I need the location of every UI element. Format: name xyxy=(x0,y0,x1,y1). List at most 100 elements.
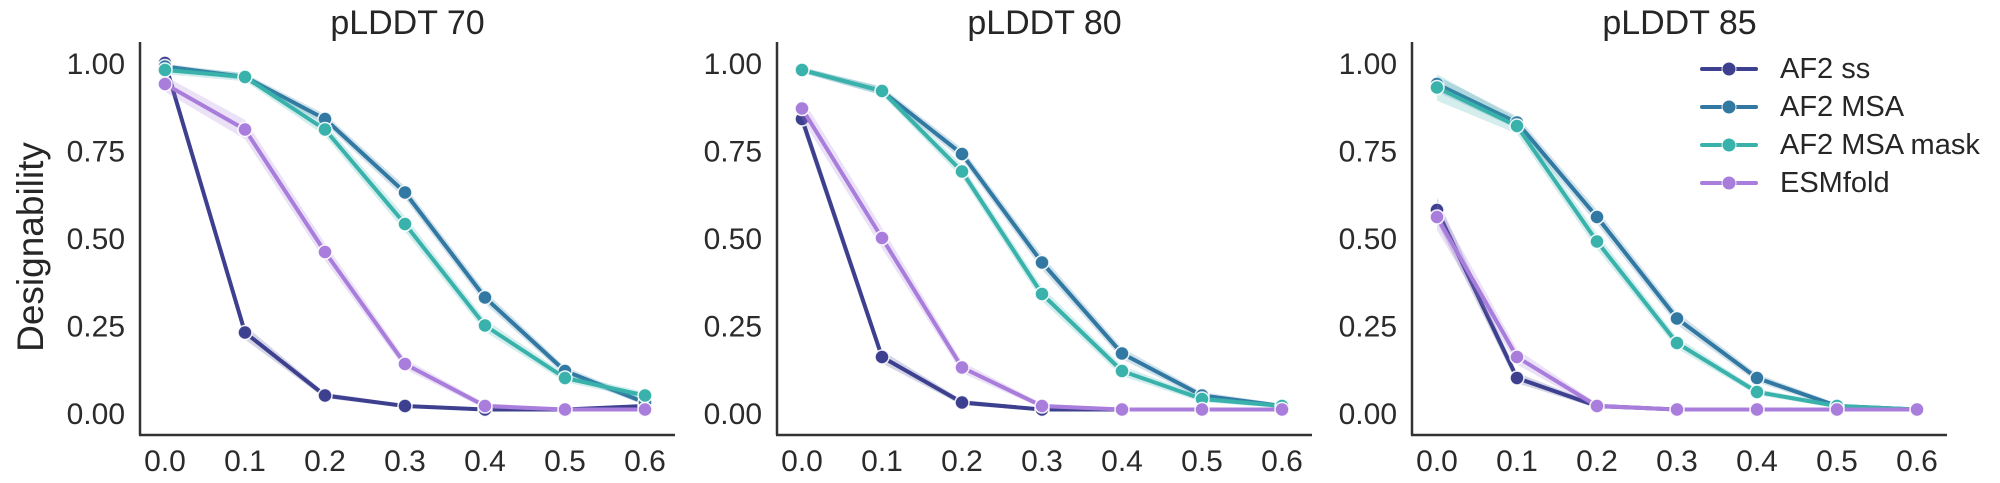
data-point-af2-msa-mask xyxy=(794,62,810,78)
data-point-af2-msa xyxy=(477,289,493,306)
legend-marker-af2-msa-mask xyxy=(1700,138,1758,153)
x-tick-label: 0.1 xyxy=(1496,445,1538,478)
x-tick-label: 0.5 xyxy=(544,445,586,478)
ci-band-esmfold xyxy=(802,98,1282,411)
data-point-af2-msa xyxy=(954,146,970,162)
data-point-af2-msa xyxy=(397,184,413,201)
data-point-af2-msa xyxy=(1669,310,1685,327)
x-tick-label: 0.1 xyxy=(861,445,903,478)
x-tick-label: 0.2 xyxy=(1576,445,1618,478)
series-line-af2-msa xyxy=(800,68,1284,408)
series-line-af2-msa-mask xyxy=(800,68,1284,408)
data-point-af2-msa-mask xyxy=(1509,118,1525,134)
subplot-plddt-80: 0.00 0.25 0.50 0.75 1.00 0.0 0.1 0.2 0.3 0.4 0.5 0.… xyxy=(667,0,1365,483)
y-tick-label: 0.25 xyxy=(67,311,125,344)
data-point-af2-msa-mask xyxy=(1429,79,1445,96)
data-point-af2-msa-mask xyxy=(1114,363,1130,379)
data-point-af2-msa xyxy=(1034,254,1050,271)
data-point-esmfold xyxy=(874,230,890,246)
y-tick-label: 0.50 xyxy=(67,223,125,256)
y-tick-label: 0.25 xyxy=(1339,311,1397,344)
data-point-af2-msa xyxy=(1589,209,1605,225)
data-point-af2-ss xyxy=(874,349,890,365)
data-point-esmfold xyxy=(557,401,573,418)
data-point-esmfold xyxy=(397,356,413,372)
legend-marker-af2-msa xyxy=(1700,100,1758,115)
data-point-af2-msa-mask xyxy=(1589,233,1605,250)
y-tick-label: 0.50 xyxy=(704,223,762,256)
subplot-plddt-85: 0.00 0.25 0.50 0.75 1.00 0.0 0.1 0.2 0.3 0.4 0.5 0.… xyxy=(1302,0,2000,483)
data-point-esmfold xyxy=(1829,401,1845,418)
x-tick-label: 0.0 xyxy=(144,445,186,478)
legend: AF2 ss AF2 MSA AF2 MSA mask ESMfold xyxy=(1700,50,1980,202)
data-point-esmfold xyxy=(1274,401,1290,418)
data-point-esmfold xyxy=(1034,398,1050,414)
ci-band-af2-ss xyxy=(1437,197,1917,411)
y-tick-label: 0.00 xyxy=(67,398,125,431)
chart-title-plddt-80: pLDDT 80 xyxy=(967,4,1122,42)
y-tick-label: 0.00 xyxy=(704,398,762,431)
x-tick-label: 0.3 xyxy=(384,445,426,478)
data-point-af2-msa-mask xyxy=(954,163,970,180)
x-tick-label: 0.4 xyxy=(1736,445,1778,478)
x-tick-label: 0.6 xyxy=(624,445,666,478)
legend-entry-af2-msa-mask: AF2 MSA mask xyxy=(1700,126,1980,164)
data-point-af2-msa-mask xyxy=(1749,384,1765,400)
data-point-af2-ss xyxy=(317,387,333,404)
y-tick-label: 0.75 xyxy=(704,136,762,169)
data-point-esmfold xyxy=(954,359,970,376)
legend-entry-af2-ss: AF2 ss xyxy=(1700,50,1980,88)
x-tick-label: 0.6 xyxy=(1896,445,1938,478)
y-tick-label: 0.50 xyxy=(1339,223,1397,256)
data-point-af2-msa xyxy=(1749,370,1765,386)
data-point-af2-msa xyxy=(1114,345,1130,362)
ci-band-esmfold xyxy=(1437,203,1917,411)
data-point-esmfold xyxy=(317,244,333,260)
data-point-af2-msa-mask xyxy=(637,387,653,404)
data-point-esmfold xyxy=(637,401,653,418)
x-tick-label: 0.3 xyxy=(1656,445,1698,478)
ci-band-af2-msa xyxy=(802,67,1282,409)
legend-entry-esmfold: ESMfold xyxy=(1700,164,1980,202)
x-tick-label: 0.1 xyxy=(224,445,266,478)
y-tick-label: 1.00 xyxy=(67,48,125,81)
data-point-af2-msa-mask xyxy=(237,69,253,85)
y-tick-label: 0.75 xyxy=(1339,136,1397,169)
plot-area-plddt-85: 0.00 0.25 0.50 0.75 1.00 0.0 0.1 0.2 0.3 0.4 0.5 0.… xyxy=(1339,42,1947,478)
data-point-af2-msa-mask xyxy=(397,216,413,232)
data-point-af2-ss xyxy=(954,394,970,411)
data-point-esmfold xyxy=(1194,401,1210,418)
legend-label-af2-msa-mask: AF2 MSA mask xyxy=(1780,128,1980,161)
y-tick-label: 0.00 xyxy=(1339,398,1397,431)
data-point-esmfold xyxy=(1909,401,1925,418)
data-point-esmfold xyxy=(1114,401,1130,418)
legend-entry-af2-msa: AF2 MSA xyxy=(1700,88,1980,126)
data-point-af2-ss xyxy=(1509,370,1525,386)
data-point-af2-msa-mask xyxy=(477,317,493,334)
x-tick-label: 0.5 xyxy=(1181,445,1223,478)
ci-band-af2-msa-mask xyxy=(802,67,1282,409)
data-point-af2-ss xyxy=(237,324,253,341)
data-point-esmfold xyxy=(794,100,810,117)
legend-marker-af2-ss xyxy=(1700,62,1758,77)
data-point-esmfold xyxy=(1429,209,1445,225)
x-tick-label: 0.4 xyxy=(1101,445,1143,478)
ci-band-af2-msa xyxy=(165,63,645,406)
x-tick-label: 0.2 xyxy=(304,445,346,478)
data-point-af2-msa-mask xyxy=(1669,335,1685,351)
plot-area-plddt-70: 0.00 0.25 0.50 0.75 1.00 0.0 0.1 0.2 0.3 0.4 0.5 0.… xyxy=(67,42,675,478)
x-tick-label: 0.6 xyxy=(1261,445,1303,478)
data-point-esmfold xyxy=(1509,349,1525,365)
legend-label-af2-msa: AF2 MSA xyxy=(1780,90,1905,123)
data-point-esmfold xyxy=(1589,398,1605,414)
x-tick-label: 0.0 xyxy=(1416,445,1458,478)
legend-label-af2-ss: AF2 ss xyxy=(1780,52,1871,85)
data-point-af2-ss xyxy=(397,398,413,414)
legend-label-esmfold: ESMfold xyxy=(1780,166,1890,199)
data-point-esmfold xyxy=(1669,401,1685,418)
data-point-af2-msa-mask xyxy=(874,83,890,99)
y-tick-label: 1.00 xyxy=(704,48,762,81)
data-point-esmfold xyxy=(477,398,493,414)
data-point-esmfold xyxy=(237,121,253,138)
